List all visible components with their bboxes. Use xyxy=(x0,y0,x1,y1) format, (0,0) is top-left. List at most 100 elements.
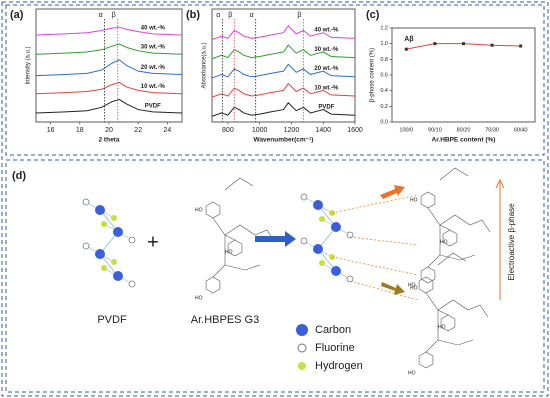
ring xyxy=(205,201,221,219)
process-arrow xyxy=(255,231,296,247)
series-label: 20 wt.-% xyxy=(141,65,166,71)
x-tick-label: 1000 xyxy=(252,127,268,134)
x-tick-label: 18 xyxy=(76,127,84,134)
atom xyxy=(82,198,90,206)
atom xyxy=(331,266,341,276)
series-line xyxy=(35,98,183,114)
y-tick-label: 0.6 xyxy=(380,72,388,78)
polymer-label: Ar.HBPES G3 xyxy=(191,314,259,326)
chain-bonds xyxy=(317,204,337,272)
group-label: HO xyxy=(408,370,416,376)
series-line xyxy=(35,26,183,36)
x-tick-label: 800 xyxy=(222,127,234,134)
y-tick-label: 1.2 xyxy=(380,25,388,31)
atom xyxy=(128,280,136,288)
series-label: 10 wt.-% xyxy=(314,85,339,91)
annotation: β xyxy=(228,12,232,19)
annotation: α xyxy=(250,12,254,19)
skeleton xyxy=(224,177,254,191)
series-line xyxy=(35,43,183,55)
legend-label: Fluorine xyxy=(315,342,355,354)
panel-label: (a) xyxy=(10,9,24,21)
atom xyxy=(101,265,107,271)
series-line xyxy=(35,81,183,95)
skeleton xyxy=(427,207,491,268)
atom xyxy=(300,193,308,201)
marker xyxy=(519,44,523,48)
x-tick-label: 90/10 xyxy=(428,127,442,133)
atom xyxy=(101,221,107,227)
series-line xyxy=(211,44,356,60)
legend-label: Carbon xyxy=(315,324,351,336)
atom xyxy=(128,236,136,244)
x-tick-label: 24 xyxy=(164,127,172,134)
legend-swatch xyxy=(298,362,306,370)
panel-label: (c) xyxy=(366,9,380,21)
group-label: HO xyxy=(225,249,233,255)
legend-swatch xyxy=(296,324,308,336)
marker xyxy=(433,42,437,46)
ring xyxy=(418,351,434,369)
group-label: HO xyxy=(195,207,203,213)
legend-swatch xyxy=(297,343,307,353)
series-label: PVDF xyxy=(318,105,334,111)
atom xyxy=(300,237,308,245)
atom xyxy=(111,215,117,221)
atom xyxy=(319,260,325,266)
group-label: HO xyxy=(408,282,416,288)
annotation: α xyxy=(99,12,103,19)
interaction xyxy=(331,256,419,276)
x-tick-label: 80/20 xyxy=(457,127,471,133)
annotation: β xyxy=(112,12,116,19)
x-tick-label: 1200 xyxy=(284,127,300,134)
atom xyxy=(95,205,105,215)
annotation: Aβ xyxy=(404,36,414,43)
skeleton xyxy=(439,167,469,181)
ring xyxy=(205,276,221,294)
series-label: 30 wt.-% xyxy=(141,45,166,51)
ring xyxy=(442,229,458,247)
y-axis-label: Intensity (a.u.) xyxy=(26,46,32,84)
y-tick-label: 0.2 xyxy=(380,104,388,110)
group-label: HO xyxy=(195,295,203,301)
series-line xyxy=(211,102,356,117)
series-label: 30 wt.-% xyxy=(314,47,339,53)
x-tick-label: 1600 xyxy=(347,127,363,134)
marker xyxy=(490,43,494,47)
series-line xyxy=(211,82,356,98)
interaction xyxy=(349,236,419,246)
atom xyxy=(95,249,105,259)
x-axis-label: 2 theta xyxy=(99,137,120,144)
atom xyxy=(113,271,123,281)
atom xyxy=(111,259,117,265)
atom xyxy=(319,216,325,222)
panel-label: (d) xyxy=(12,170,26,182)
x-tick-label: 20 xyxy=(105,127,113,134)
plus: + xyxy=(147,231,159,253)
y-tick-label: 1.0 xyxy=(380,41,388,47)
series-label: 40 wt.-% xyxy=(141,25,166,31)
x-axis-label: Ar.HBPE content (%) xyxy=(432,137,496,144)
ring xyxy=(440,314,456,332)
atom xyxy=(313,200,323,210)
x-tick-label: 16 xyxy=(47,127,55,134)
y-tick-label: 0.0 xyxy=(380,119,388,125)
x-tick-label: 22 xyxy=(134,127,142,134)
bottom-border xyxy=(5,159,545,393)
atom xyxy=(113,227,123,237)
chain-bonds xyxy=(99,209,119,277)
y-tick-label: 0.8 xyxy=(380,57,388,63)
atom xyxy=(313,244,323,254)
group-label: HO xyxy=(410,285,418,291)
series-line xyxy=(35,59,183,77)
skeleton xyxy=(212,217,276,278)
y-axis-label: Absorbance(a.u.) xyxy=(202,42,208,88)
dipole-arrow xyxy=(380,185,405,199)
atom xyxy=(346,275,354,283)
series-label: 10 wt.-% xyxy=(141,84,166,90)
skeleton xyxy=(437,252,467,266)
x-tick-label: 100/0 xyxy=(399,127,413,133)
